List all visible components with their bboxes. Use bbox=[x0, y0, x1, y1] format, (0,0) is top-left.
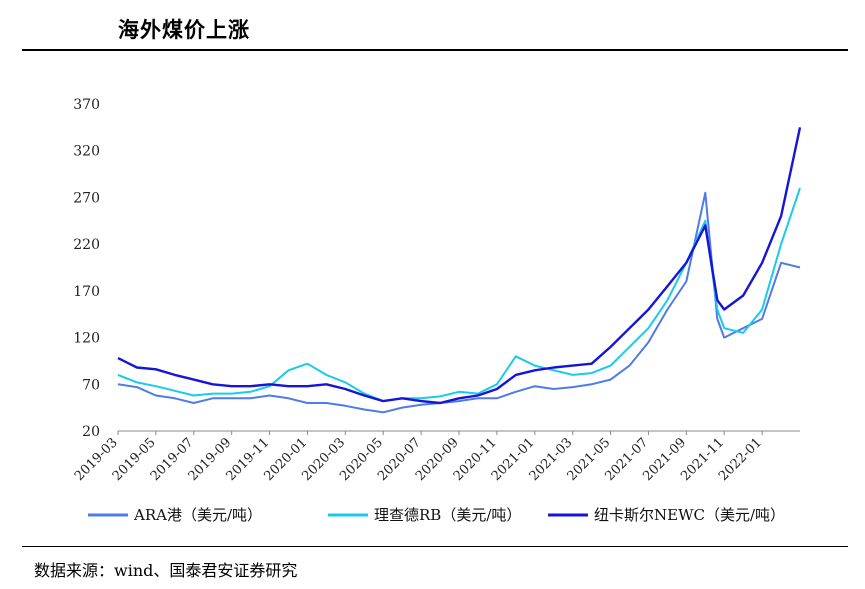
top-rule bbox=[22, 49, 848, 51]
chart-title: 海外煤价上涨 bbox=[118, 18, 250, 42]
line-chart: 20701201702202703203702019-032019-052019… bbox=[72, 97, 802, 524]
source-note: 数据来源：wind、国泰君安证券研究 bbox=[34, 561, 298, 580]
legend-label-2: 理查德RB（美元/吨） bbox=[374, 506, 521, 524]
y-tick-label: 70 bbox=[82, 377, 100, 393]
y-tick-label: 20 bbox=[82, 424, 100, 440]
y-tick-label: 120 bbox=[73, 331, 100, 347]
y-tick-label: 370 bbox=[73, 97, 100, 113]
y-tick-label: 270 bbox=[73, 190, 100, 206]
y-tick-label: 220 bbox=[73, 237, 100, 253]
bottom-rule bbox=[22, 546, 848, 547]
y-tick-label: 170 bbox=[73, 284, 100, 300]
y-tick-label: 320 bbox=[73, 144, 100, 160]
legend-label-1: ARA港（美元/吨） bbox=[133, 506, 262, 524]
legend-label-3: 纽卡斯尔NEWC（美元/吨） bbox=[594, 506, 785, 524]
series-line-3 bbox=[117, 127, 802, 405]
series-line-1 bbox=[117, 191, 801, 414]
series-line-2 bbox=[117, 187, 801, 403]
